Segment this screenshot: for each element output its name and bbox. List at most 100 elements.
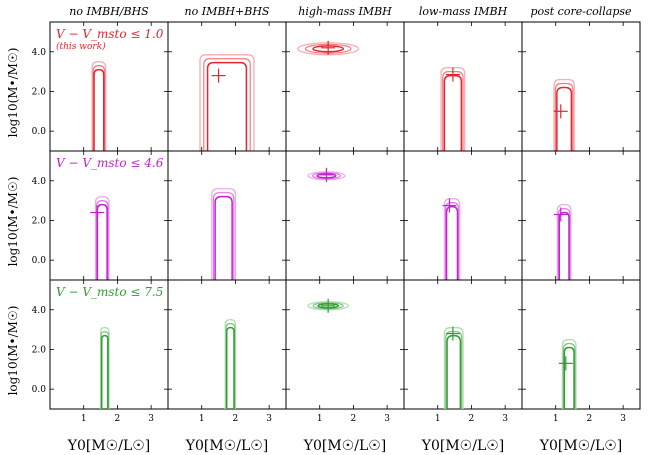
contour-line [442,71,464,151]
contour-line [446,334,462,409]
x-tick-label: 2 [469,414,475,424]
x-tick-label: 3 [148,414,154,424]
contour-line [445,331,463,409]
x-tick-label: 3 [266,414,272,424]
contour-line [556,86,573,151]
panel [521,21,641,152]
contour-line [203,58,251,151]
x-tick-label: 3 [620,414,626,424]
contour-line [206,61,248,151]
panel-frame [167,150,287,281]
contour-line [561,338,577,409]
row-label: V − V_msto ≤ 1.0 [56,27,164,41]
panel-frame [521,21,641,152]
y-tick-label: 4.0 [32,48,47,58]
contour-line [444,202,460,280]
panel [403,150,523,281]
panel-frame [403,150,523,281]
contour-line [557,207,571,280]
panel-frame [521,150,641,281]
contour-line [93,68,105,151]
contour-line [443,74,463,151]
panel [167,150,287,281]
row-label: V − V_msto ≤ 7.5 [56,285,163,299]
row-sublabel: (this work) [56,41,106,52]
y-axis-label: log10(M•/M☉) [6,48,20,138]
x-tick-label: 2 [587,414,593,424]
x-tick-label: 2 [115,414,121,424]
panel-frame [285,21,405,152]
y-tick-label: 0.0 [32,256,47,266]
x-axis-label: Υ0[M☉/L☉] [303,438,387,454]
column-title: no IMBH/BHS [69,5,149,18]
panel [403,21,523,152]
x-axis-label: Υ0[M☉/L☉] [539,438,623,454]
contour-line [224,318,237,409]
y-tick-label: 0.0 [32,385,47,395]
contour-line [100,330,110,409]
y-tick-label: 2.0 [32,345,47,355]
contour-line [443,326,464,409]
contour-line [211,188,237,280]
y-tick-label: 0.0 [32,127,47,137]
x-axis-label: Υ0[M☉/L☉] [421,438,505,454]
y-tick-label: 4.0 [32,177,47,187]
x-axis-label: Υ0[M☉/L☉] [185,438,269,454]
x-tick-label: 2 [233,414,239,424]
contour-line [225,323,236,409]
panel [285,21,405,152]
x-tick-label: 1 [199,414,205,424]
y-axis-label: log10(M•/M☉) [6,177,20,267]
contour-line [554,82,574,151]
contour-line [445,205,459,280]
x-tick-label: 1 [317,414,323,424]
contour-line [212,192,235,280]
contour-line [225,326,235,409]
panel-frame [285,279,405,410]
y-tick-label: 2.0 [32,87,47,97]
contour-line [92,65,106,151]
panel: 1 2 3 Υ0[M☉/L☉] [403,279,523,454]
x-tick-label: 2 [351,414,357,424]
y-axis-label: log10(M•/M☉) [6,306,20,396]
contour-line [199,54,255,151]
column-title: high-mass IMBH [298,5,392,18]
panel-frame [285,150,405,281]
contour-line [553,78,575,151]
contour-line [558,211,570,280]
x-tick-label: 3 [384,414,390,424]
panel-frame [167,21,287,152]
column-title: no IMBH+BHS [185,5,270,18]
contour-line [563,346,575,409]
contour-line [562,342,576,409]
x-tick-label: 1 [435,414,441,424]
x-tick-label: 1 [553,414,559,424]
contour-line [99,326,110,409]
panel: 0.0 2.0 4.0 [32,150,169,281]
x-tick-label: 3 [502,414,508,424]
contour-line [94,195,110,280]
row-label: V − V_msto ≤ 4.6 [56,156,164,170]
y-tick-label: 4.0 [32,306,47,316]
y-tick-label: 2.0 [32,216,47,226]
panel [521,150,641,281]
panel: 1 2 3 Υ0[M☉/L☉] [167,279,287,454]
column-title: post core-collapse [530,5,632,18]
contour-line [556,203,572,280]
panel [167,21,287,152]
column-title: low-mass IMBH [419,5,508,18]
panel-frame [521,279,641,410]
panel: 1 2 3 Υ0[M☉/L☉] [285,279,405,454]
panel: 0.0 2.0 4.0 1 2 3 Υ0[M☉/L☉] [32,279,169,454]
contour-line [91,60,107,151]
panel: 1 2 3 Υ0[M☉/L☉] [521,279,641,454]
contour-line [101,334,109,409]
x-axis-label: Υ0[M☉/L☉] [67,438,151,454]
contour-line [95,200,109,280]
contour-line [443,197,461,280]
contour-line [214,195,233,280]
panel [285,150,405,281]
x-tick-label: 1 [81,414,87,424]
contour-line [96,203,108,280]
